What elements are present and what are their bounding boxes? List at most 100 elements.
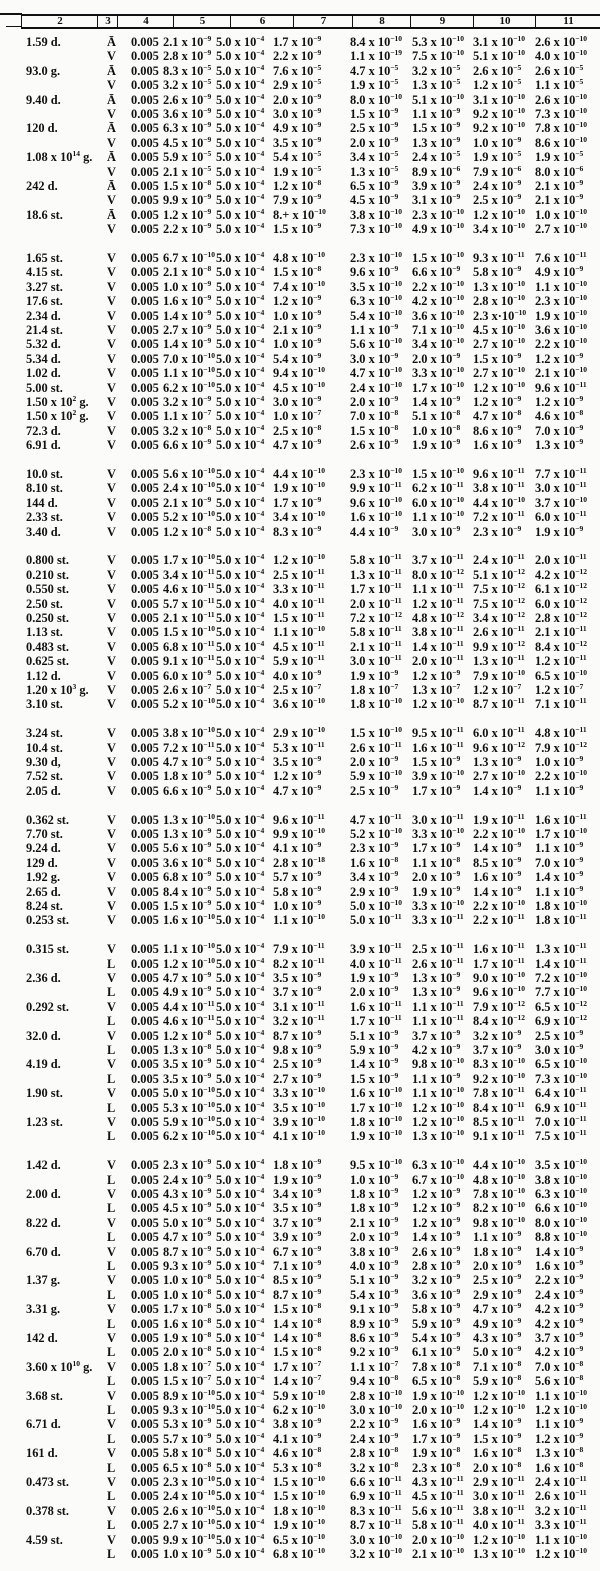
cell-col-8: 9.9 x 10−11 [350, 480, 402, 496]
cell-col-9: 1.7 x 10−9 [412, 1430, 461, 1446]
cell-class: V [107, 308, 116, 323]
cell-col-7: 3.7 x 10−9 [273, 984, 322, 1000]
cell-col-11: 1.2 x 10−10 [535, 1402, 588, 1417]
cell-col-7: 6.5 x 10−10 [273, 1531, 326, 1547]
cell-col-10: 2.8 x 10−10 [473, 293, 526, 309]
cell-col-9: 3.9 x 10−9 [412, 178, 461, 193]
cell-col-5: 8.3 x 10−5 [163, 62, 212, 78]
cell-col-5: 2.3 x 10−9 [163, 1157, 212, 1173]
cell-col-6: 5.0 x 10−4 [216, 480, 265, 496]
table-row: V 0.005 3.2 x 10−5 5.0 x 10−4 2.9 x 10−5 1.9 … [0, 78, 600, 92]
cell-col-11: 2.4 x 10−9 [535, 1286, 584, 1302]
cell-class: L [107, 1014, 116, 1029]
cell-col-5: 7.0 x 10−10 [163, 350, 216, 366]
cell-col-5: 5.2 x 10−10 [163, 509, 216, 525]
cell-half-life: 1.20 x 103 g. [26, 682, 89, 697]
cell-col-6: 5.0 x 10−4 [216, 1488, 265, 1504]
cell-col-11: 7.0 x 10−11 [535, 1114, 587, 1129]
table-row: 8.24 st. V 0.005 1.5 x 10−9 5.0 x 10−4 1.0 x … [0, 899, 600, 913]
cell-col-6: 5.0 x 10−4 [216, 1373, 265, 1389]
cell-col-10: 9.0 x 10−10 [473, 970, 526, 985]
cell-col-8: 6.9 x 10−11 [350, 1488, 402, 1504]
cell-col-6: 5.0 x 10−4 [216, 1243, 265, 1259]
cell-class: V [107, 337, 116, 352]
cell-class: V [107, 1115, 116, 1129]
cell-col-6: 5.0 x 10−4 [216, 1085, 265, 1101]
cell-col-8: 5.2 x 10−10 [350, 826, 403, 841]
cell-f1: 0.005 [131, 884, 159, 899]
cell-col-7: 4.9 x 10−9 [273, 120, 322, 136]
cell-col-8: 1.1 x 10−7 [350, 1358, 399, 1374]
cell-col-6: 5.0 x 10−4 [216, 1286, 265, 1302]
table-row: 1.50 x 102 g. V 0.005 1.1 x 10−7 5.0 x 10−4 1… [0, 409, 600, 423]
cell-f1: 0.005 [131, 1129, 159, 1144]
cell-col-6: 5.0 x 10−4 [216, 336, 265, 352]
cell-col-8: 1.7 x 10−11 [350, 1013, 402, 1029]
cell-col-11: 1.2 x 10−9 [535, 350, 584, 366]
table-row: 1.02 d. V 0.005 1.1 x 10−10 5.0 x 10−4 9.4 x … [0, 366, 600, 380]
column-header-8: 8 [352, 16, 411, 27]
cell-col-10: 9.2 x 10−10 [473, 1070, 526, 1086]
cell-f1: 0.005 [131, 567, 159, 582]
cell-col-7: 7.9 x 10−9 [273, 192, 322, 208]
cell-col-6: 5.0 x 10−4 [216, 955, 265, 971]
cell-col-10: 3.8 x 10−11 [473, 480, 525, 496]
cell-half-life: 3.27 st. [26, 279, 63, 294]
cell-col-5: 5.2 x 10−10 [163, 696, 216, 712]
cell-col-11: 4.6 x 10−8 [535, 408, 584, 424]
cell-col-10: 4.5 x 10−10 [473, 322, 526, 337]
table-row: 21.4 st. V 0.005 2.7 x 10−9 5.0 x 10−4 2.1 x … [0, 323, 600, 337]
cell-half-life: 120 d. [26, 121, 58, 136]
cell-col-6: 5.0 x 10−4 [216, 566, 265, 582]
cell-col-11: 7.6 x 10−11 [535, 250, 587, 265]
cell-col-9: 4.2 x 10−9 [412, 1042, 461, 1057]
cell-col-8: 9.6 x 10−10 [350, 494, 403, 510]
cell-col-7: 4.5 x 10−11 [273, 638, 325, 654]
cell-col-6: 5.0 x 10−4 [216, 754, 265, 769]
table-row: L 0.005 6.5 x 10−8 5.0 x 10−4 5.3 x 10−8 3.2 … [0, 1460, 600, 1475]
cell-f1: 0.005 [131, 1374, 159, 1389]
cell-col-6: 5.0 x 10−4 [216, 595, 265, 611]
cell-class: V [107, 409, 116, 424]
column-header-7: 7 [293, 16, 353, 27]
cell-col-10: 3.2 x 10−9 [473, 1027, 522, 1043]
table-row: 3.24 st. V 0.005 3.8 x 10−10 5.0 x 10−4 2.9 x… [0, 726, 600, 740]
cell-col-5: 1.0 x 10−9 [163, 278, 212, 294]
cell-col-9: 7.1 x 10−10 [412, 322, 465, 337]
cell-col-8: 1.1 x 10−9 [350, 322, 399, 337]
cell-col-10: 1.4 x 10−9 [473, 782, 522, 798]
cell-col-7: 1.2 x 10−10 [273, 552, 326, 568]
cell-col-6: 5.0 x 10−4 [216, 581, 265, 597]
cell-col-11: 7.3 x 10−10 [535, 106, 588, 121]
cell-col-7: 9.9 x 10−10 [273, 826, 326, 841]
cell-col-6: 5.0 x 10−4 [216, 1387, 265, 1403]
cell-class: V [107, 351, 116, 366]
cell-col-10: 2.7 x 10−10 [473, 768, 526, 784]
cell-col-7: 3.5 x 10−9 [273, 1200, 322, 1216]
cell-f1: 0.005 [131, 740, 159, 755]
cell-col-8: 8.9 x 10−9 [350, 1315, 399, 1331]
cell-class: V [107, 1331, 116, 1345]
cell-half-life: 2.65 d. [26, 884, 61, 899]
cell-col-6: 5.0 x 10−4 [216, 34, 265, 49]
cell-col-6: 5.0 x 10−4 [216, 134, 265, 150]
cell-col-10: 3.4 x 10−10 [473, 221, 526, 237]
cell-col-7: 4.6 x 10−8 [273, 1445, 322, 1461]
cell-col-8: 5.8 x 10−11 [350, 624, 402, 640]
cell-col-9: 1.1 x 10−8 [412, 854, 461, 870]
cell-col-9: 2.3 x 10−10 [412, 206, 465, 222]
table-row: 0.292 st. V 0.005 4.4 x 10−11 5.0 x 10−4 3.1 … [0, 1000, 600, 1014]
cell-col-5: 5.7 x 10−11 [163, 595, 215, 611]
cell-col-10: 4.3 x 10−9 [473, 1330, 522, 1345]
cell-class: V [107, 740, 116, 755]
cell-col-9: 6.7 x 10−10 [412, 1171, 465, 1187]
cell-col-5: 6.8 x 10−9 [163, 869, 212, 885]
cell-f1: 0.005 [131, 308, 159, 323]
cell-col-10: 7.8 x 10−10 [473, 1186, 526, 1201]
cell-col-7: 4.5 x 10−10 [273, 379, 326, 395]
cell-col-5: 1.2 x 10−8 [163, 1027, 212, 1043]
cell-col-6: 5.0 x 10−4 [216, 307, 265, 323]
cell-col-7: 4.1 x 10−9 [273, 1430, 322, 1446]
cell-f1: 0.005 [131, 553, 159, 568]
cell-col-10: 1.6 x 10−9 [473, 869, 522, 885]
